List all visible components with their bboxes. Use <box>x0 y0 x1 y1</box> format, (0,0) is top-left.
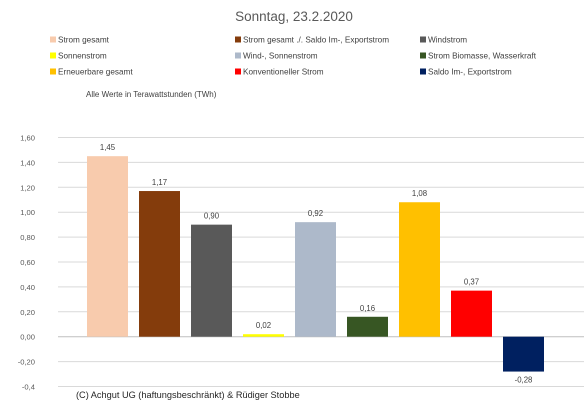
bars <box>87 156 544 372</box>
unit-note: Alle Werte in Terawattstunden (TWh) <box>86 90 217 99</box>
y-tick-label: 1,40 <box>20 158 35 167</box>
bar-value-label: 1,08 <box>412 189 427 198</box>
bar <box>295 222 336 337</box>
legend-label: Strom gesamt ./. Saldo Im-, Exportstrom <box>243 36 389 45</box>
bar <box>139 191 180 337</box>
y-tick-label: 0,00 <box>20 333 35 342</box>
copyright-note: (C) Achgut UG (haftungsbeschränkt) & Rüd… <box>76 390 300 400</box>
bar <box>191 224 232 337</box>
y-tick-label: 0,40 <box>20 283 35 292</box>
bar-value-label: 0,16 <box>360 304 375 313</box>
bar-value-label: 0,92 <box>308 209 323 218</box>
legend-swatch <box>235 68 241 75</box>
legend-label: Strom Biomasse, Wasserkraft <box>428 52 537 61</box>
legend-swatch <box>50 52 56 59</box>
y-tick-label: 0,80 <box>20 233 35 242</box>
legend-label: Strom gesamt <box>58 36 110 45</box>
legend-swatch <box>235 52 241 59</box>
legend-label: Erneuerbare gesamt <box>58 68 133 77</box>
bar-value-label: 0,90 <box>204 212 220 221</box>
bar-value-label: 0,37 <box>464 278 479 287</box>
y-tick-label: 1,00 <box>20 208 35 217</box>
legend-swatch <box>420 52 426 59</box>
legend-swatch <box>50 68 56 75</box>
bar <box>451 290 492 337</box>
legend-swatch <box>235 36 241 43</box>
legend-label: Sonnenstrom <box>58 52 107 61</box>
legend-swatch <box>420 36 426 43</box>
legend-swatch <box>50 36 56 43</box>
y-axis: 1,60 1,40 1,20 1,00 0,80 0,60 0,40 0,20 0,00 -0,2… <box>18 134 35 392</box>
legend: Strom gesamt Strom gesamt ./. Saldo Im-, … <box>50 36 537 77</box>
legend-label: Saldo Im-, Exportstrom <box>428 68 512 77</box>
legend-label: Wind-, Sonnenstrom <box>243 52 318 61</box>
y-tick-label: -0,20 <box>18 358 35 367</box>
legend-label: Konventioneller Strom <box>243 68 324 77</box>
bar-value-label: 1,17 <box>152 178 167 187</box>
bar <box>399 202 440 337</box>
bar <box>347 316 388 337</box>
bar <box>503 336 544 372</box>
bar-value-label: -0,28 <box>515 376 533 385</box>
legend-label: Windstrom <box>428 36 467 45</box>
y-tick-label: -0,4 <box>22 383 35 392</box>
data-labels: 1,45 1,17 0,90 0,02 0,92 0,16 1,08 0,37 -0,28 <box>100 143 532 384</box>
y-tick-label: 1,20 <box>20 183 35 192</box>
y-tick-label: 1,60 <box>20 134 35 143</box>
bar <box>243 334 284 337</box>
bar-value-label: 1,45 <box>100 143 116 152</box>
y-tick-label: 0,60 <box>20 258 35 267</box>
y-tick-label: 0,20 <box>20 308 35 317</box>
bar <box>87 156 128 337</box>
legend-swatch <box>420 68 426 75</box>
chart-title: Sonntag, 23.2.2020 <box>235 9 353 24</box>
bar-value-label: 0,02 <box>256 321 271 330</box>
